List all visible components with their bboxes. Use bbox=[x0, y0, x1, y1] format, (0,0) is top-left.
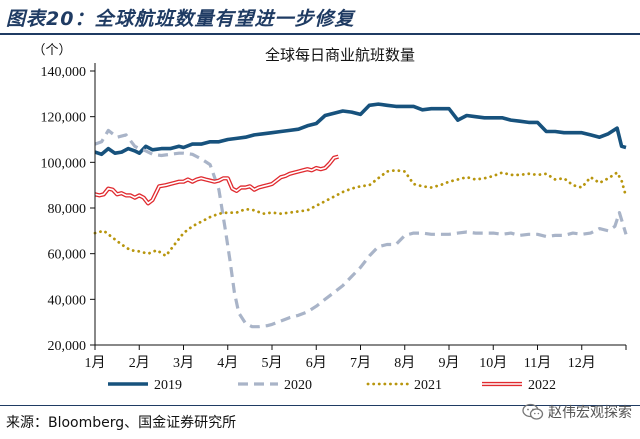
y-tick-label: 60,000 bbox=[48, 248, 87, 263]
x-tick-label: 10月 bbox=[479, 355, 507, 371]
watermark-text: 赵伟宏观探索 bbox=[548, 405, 632, 421]
series-2021-line bbox=[93, 168, 628, 258]
legend-2021-label: 2021 bbox=[414, 378, 442, 393]
x-tick-label: 1月 bbox=[85, 355, 106, 371]
x-tick-label: 12月 bbox=[568, 355, 596, 371]
x-tick-label: 2月 bbox=[129, 355, 150, 371]
x-tick-label: 3月 bbox=[173, 355, 194, 371]
chart-title: 全球每日商业航班数量 bbox=[265, 46, 415, 64]
x-tick-label: 6月 bbox=[306, 355, 327, 371]
watermark: 赵伟宏观探索 bbox=[522, 402, 632, 422]
y-tick-label: 80,000 bbox=[48, 202, 87, 217]
x-tick-label: 11月 bbox=[524, 355, 551, 371]
x-tick-label: 9月 bbox=[439, 355, 460, 371]
plot-area bbox=[93, 102, 628, 329]
title-divider bbox=[0, 33, 640, 35]
source-divider bbox=[0, 405, 640, 406]
legend-2022-label: 2022 bbox=[528, 378, 556, 393]
flights-line-chart: 全球每日商业航班数量 （个） 20,000 40,000 60,000 80,000 1… bbox=[32, 43, 628, 393]
y-axis-unit: （个） bbox=[32, 43, 71, 58]
x-tick-label: 7月 bbox=[350, 355, 371, 371]
axes: 20,000 40,000 60,000 80,000 100,000 120,000 14… bbox=[41, 63, 627, 371]
figure-title: 图表20：全球航班数量有望进一步修复 bbox=[6, 8, 355, 30]
x-tick-label: 5月 bbox=[262, 355, 283, 371]
y-tick-label: 40,000 bbox=[48, 293, 87, 308]
legend-2019-label: 2019 bbox=[154, 378, 182, 393]
y-tick-label: 20,000 bbox=[48, 339, 87, 354]
legend-2020-label: 2020 bbox=[284, 378, 312, 393]
legend: 2019 2020 2021 2022 bbox=[108, 378, 556, 393]
series-2020-line bbox=[94, 128, 628, 329]
x-tick-label: 8月 bbox=[394, 355, 415, 371]
y-tick-label: 100,000 bbox=[41, 156, 87, 171]
wechat-icon bbox=[522, 403, 544, 420]
series-2019-line bbox=[94, 102, 627, 157]
y-tick-label: 120,000 bbox=[41, 111, 87, 126]
x-tick-label: 4月 bbox=[217, 355, 238, 371]
series-2022-line-inner bbox=[94, 155, 339, 205]
source-note: 来源：Bloomberg、国金证券研究所 bbox=[6, 415, 237, 431]
y-tick-label: 140,000 bbox=[41, 65, 87, 80]
